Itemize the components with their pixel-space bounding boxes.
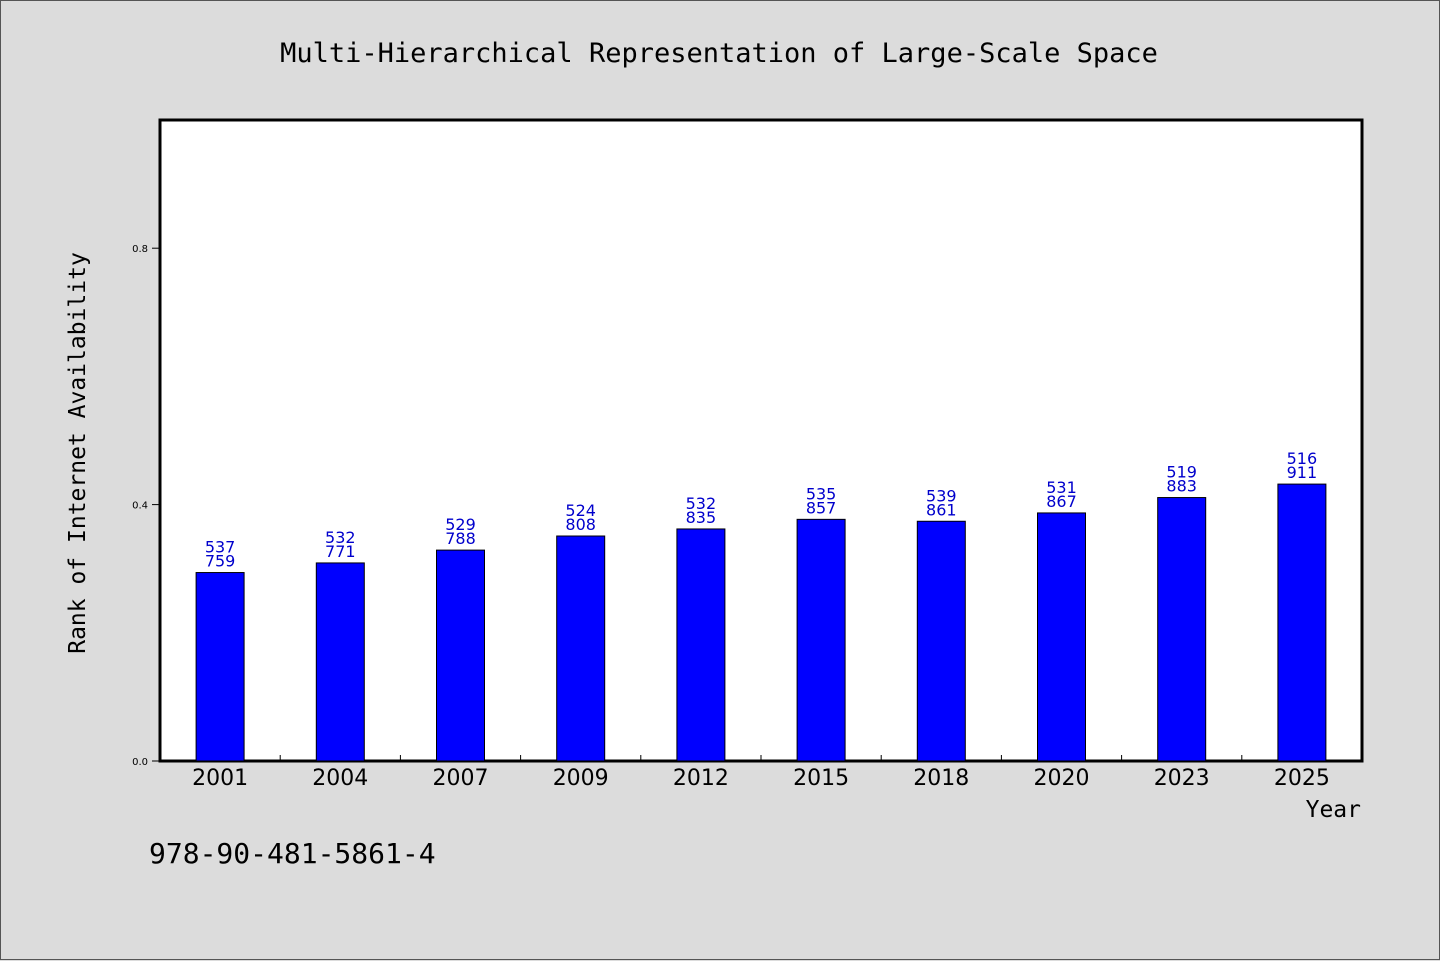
x-tick-label: 2023 bbox=[1154, 766, 1210, 791]
bar-label-bottom: 759 bbox=[205, 552, 236, 571]
bar bbox=[195, 572, 245, 762]
bar-label-top: 539 bbox=[926, 486, 957, 505]
x-tick-label: 2012 bbox=[673, 766, 729, 791]
bar-label-bottom: 861 bbox=[926, 500, 957, 519]
y-tick-label: 0.8 bbox=[132, 244, 148, 255]
x-tick-label: 2001 bbox=[192, 766, 248, 791]
bar-label-bottom: 883 bbox=[1166, 477, 1197, 496]
y-tick-label: 0.0 bbox=[132, 757, 148, 768]
bar bbox=[315, 562, 365, 762]
bar-label-bottom: 835 bbox=[686, 508, 717, 527]
bar bbox=[676, 528, 726, 762]
bar-label-bottom: 808 bbox=[565, 515, 596, 534]
bar-label-top: 532 bbox=[686, 494, 717, 513]
bar bbox=[1037, 512, 1086, 762]
bar-label-top: 532 bbox=[325, 528, 356, 547]
bar-label-bottom: 771 bbox=[325, 542, 356, 561]
x-tick-label: 2018 bbox=[913, 766, 969, 791]
x-axis: 2001 2004 2007 2009 2012 2015 2018 2020 2023 2025 bbox=[192, 755, 1330, 791]
bar-label-top: 537 bbox=[205, 538, 236, 557]
bar-label-top: 524 bbox=[565, 501, 596, 520]
bar-label-bottom: 788 bbox=[445, 529, 476, 548]
bar bbox=[916, 520, 966, 762]
x-tick-label: 2009 bbox=[553, 766, 609, 791]
bar bbox=[436, 549, 485, 762]
bar bbox=[556, 535, 606, 762]
x-tick-label: 2020 bbox=[1034, 766, 1090, 791]
bar-label-top: 516 bbox=[1287, 449, 1318, 468]
bar bbox=[1157, 497, 1207, 762]
bar bbox=[796, 518, 846, 762]
bar-label-top: 529 bbox=[445, 515, 476, 534]
x-tick-label: 2015 bbox=[793, 766, 849, 791]
bar bbox=[1277, 483, 1327, 762]
bar-label-bottom: 867 bbox=[1046, 492, 1077, 511]
chart-title: Multi-Hierarchical Representation of Lar… bbox=[280, 38, 1158, 69]
x-axis-label: Year bbox=[1306, 797, 1361, 823]
bar-label-top: 531 bbox=[1046, 478, 1077, 497]
footer-code: 978-90-481-5861-4 bbox=[149, 837, 436, 870]
bar-label-bottom: 911 bbox=[1287, 463, 1318, 482]
bar-label-top: 519 bbox=[1166, 463, 1197, 482]
bar-label-top: 535 bbox=[806, 484, 837, 503]
y-axis-label: Rank of Internet Availability bbox=[65, 252, 91, 654]
bar-label-bottom: 857 bbox=[806, 498, 837, 517]
x-tick-label: 2025 bbox=[1274, 766, 1330, 791]
y-axis: 0.0 0.4 0.8 bbox=[132, 244, 160, 768]
x-tick-label: 2007 bbox=[433, 766, 489, 791]
x-tick-label: 2004 bbox=[312, 766, 368, 791]
y-tick-label: 0.4 bbox=[132, 501, 148, 512]
bars-group: 5377595327715297885248085328355358575398… bbox=[195, 449, 1327, 762]
